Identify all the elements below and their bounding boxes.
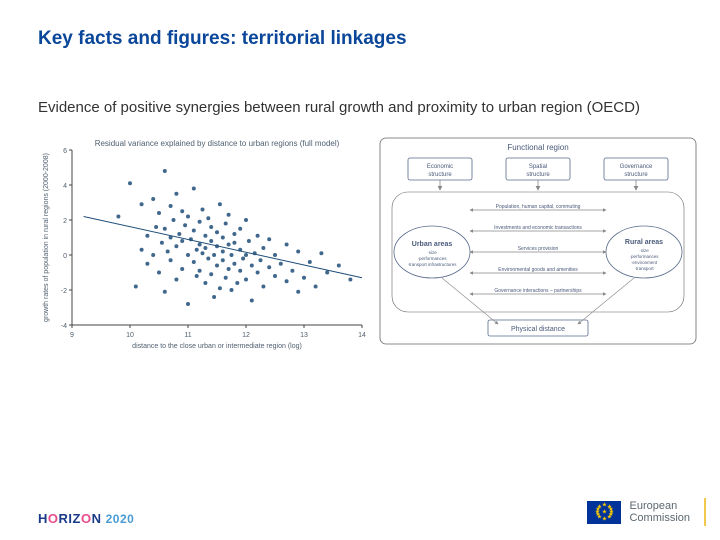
svg-text:Functional region: Functional region [507, 143, 568, 152]
footer: HORIZON 2020 EuropeanCommission [38, 498, 706, 526]
svg-text:Economic: Economic [427, 164, 453, 170]
divider [704, 498, 706, 526]
slide-title: Key facts and figures: territorial linka… [38, 28, 682, 50]
svg-text:6: 6 [63, 148, 67, 155]
diagram-svg: Functional region Economic structure Spatia… [378, 136, 698, 346]
svg-text:Population, human capital, com: Population, human capital, commuting [496, 204, 581, 210]
svg-text:-4: -4 [61, 323, 67, 330]
scatter-svg: Residual variance explained by distance … [38, 136, 368, 351]
svg-text:·transport: ·transport [634, 266, 654, 271]
svg-text:·transport infrastructures: ·transport infrastructures [407, 262, 457, 267]
svg-text:10: 10 [126, 332, 134, 339]
slide: Key facts and figures: territorial linka… [0, 0, 720, 540]
figures-row: Residual variance explained by distance … [38, 136, 682, 356]
svg-text:9: 9 [70, 332, 74, 339]
svg-text:Residual variance explained by: Residual variance explained by distance … [95, 139, 340, 148]
svg-text:4: 4 [63, 183, 67, 190]
svg-text:14: 14 [358, 332, 366, 339]
svg-text:Governance: Governance [620, 164, 653, 170]
svg-text:growth rates of population in: growth rates of population in rural regi… [43, 153, 50, 322]
svg-text:·size: ·size [639, 248, 649, 253]
svg-text:2: 2 [63, 218, 67, 225]
scatter-chart: Residual variance explained by distance … [38, 136, 368, 356]
svg-text:11: 11 [184, 332, 191, 339]
svg-text:-2: -2 [61, 288, 67, 295]
slide-subtitle: Evidence of positive synergies between r… [38, 98, 682, 118]
ec-logo: EuropeanCommission [587, 498, 706, 526]
svg-text:Governance interactions – part: Governance interactions – partnerships [494, 288, 582, 294]
eu-flag-icon [587, 501, 621, 524]
svg-text:distance to the close urban or: distance to the close urban or intermedi… [132, 343, 302, 350]
svg-text:Investments and economic trans: Investments and economic transactions [494, 225, 582, 231]
functional-region-diagram: Functional region Economic structure Spatia… [378, 136, 698, 351]
svg-text:0: 0 [63, 253, 67, 260]
svg-text:structure: structure [526, 172, 550, 178]
svg-text:·performances: ·performances [417, 256, 447, 261]
horizon2020-logo: HORIZON 2020 [38, 511, 134, 526]
svg-text:structure: structure [428, 172, 452, 178]
svg-text:·environment: ·environment [631, 260, 658, 265]
svg-text:12: 12 [242, 332, 250, 339]
svg-text:Services provision: Services provision [518, 246, 559, 252]
svg-text:Rural areas: Rural areas [625, 239, 663, 246]
svg-text:Physical distance: Physical distance [511, 326, 565, 333]
ec-text: EuropeanCommission [629, 500, 690, 524]
svg-text:structure: structure [624, 172, 648, 178]
svg-text:·performances: ·performances [629, 254, 659, 259]
svg-text:·size: ·size [427, 250, 437, 255]
svg-text:Spatial: Spatial [529, 164, 547, 170]
svg-text:Environmental goods and amenit: Environmental goods and amenities [498, 267, 578, 273]
svg-text:Urban areas: Urban areas [412, 241, 453, 248]
svg-text:13: 13 [300, 332, 308, 339]
